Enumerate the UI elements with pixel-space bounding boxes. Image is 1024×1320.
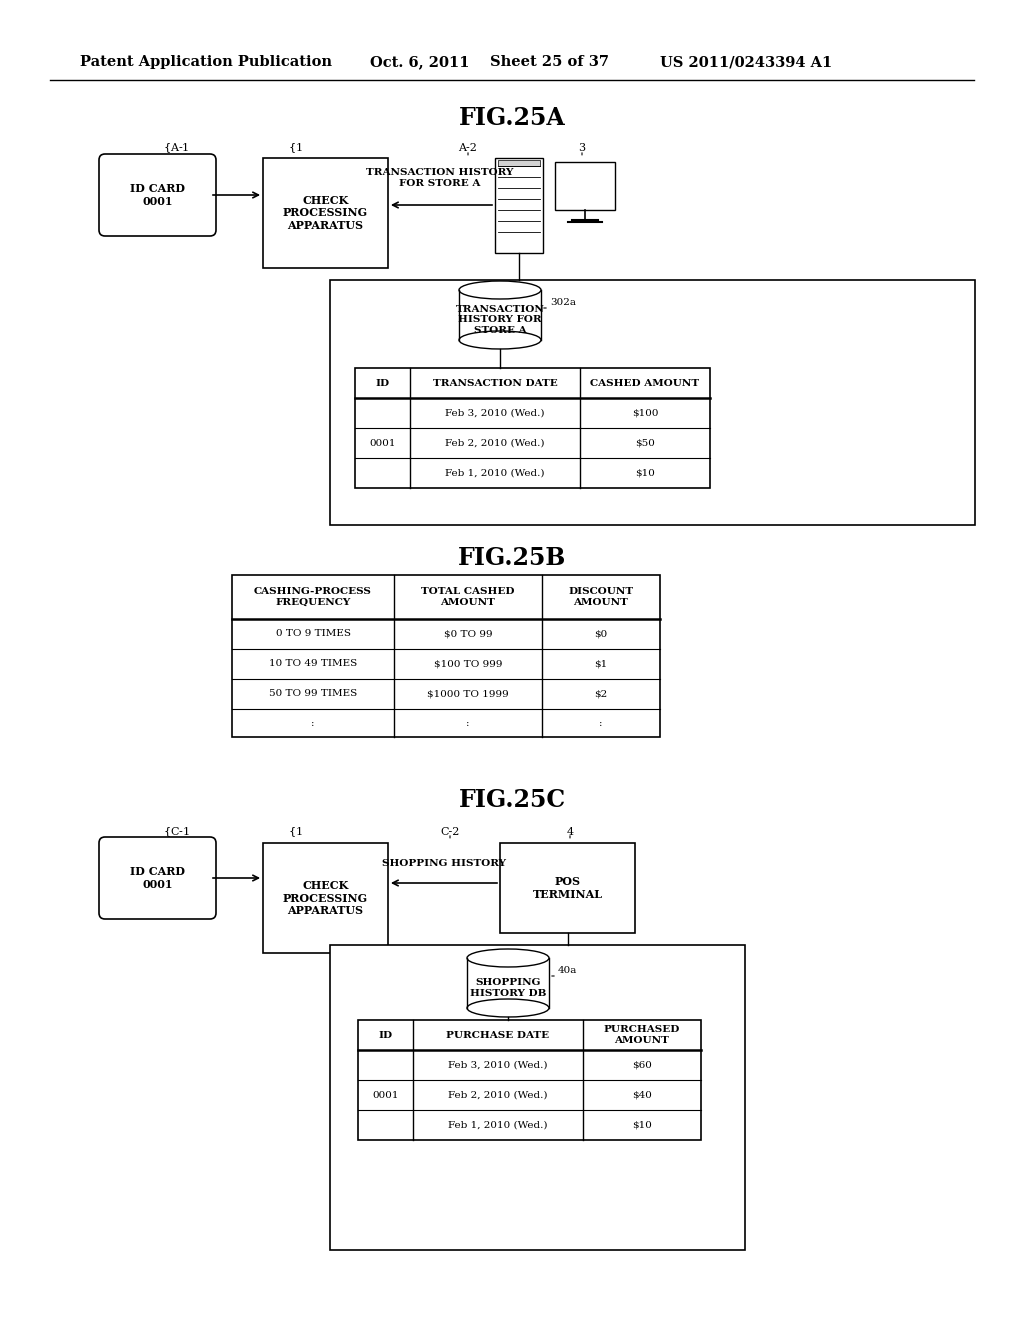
Ellipse shape (459, 331, 541, 348)
Text: 0001: 0001 (370, 438, 395, 447)
Text: $1: $1 (594, 660, 607, 668)
Bar (495, 158, 543, 253)
Text: C-2: C-2 (440, 828, 460, 837)
Text: $50: $50 (635, 438, 655, 447)
Text: Feb 3, 2010 (Wed.): Feb 3, 2010 (Wed.) (445, 408, 545, 417)
Text: :: : (311, 718, 314, 727)
Text: $10: $10 (632, 1121, 652, 1130)
Text: :: : (599, 718, 603, 727)
Text: $\{$C-1: $\{$C-1 (163, 825, 189, 840)
Text: ID CARD
0001: ID CARD 0001 (130, 866, 185, 890)
Text: 50 TO 99 TIMES: 50 TO 99 TIMES (269, 689, 357, 698)
Ellipse shape (459, 281, 541, 300)
Text: CASHING-PROCESS
FREQUENCY: CASHING-PROCESS FREQUENCY (254, 587, 372, 607)
Text: PURCHASE DATE: PURCHASE DATE (446, 1031, 550, 1040)
Text: 0 TO 9 TIMES: 0 TO 9 TIMES (275, 630, 350, 639)
Text: FIG.25B: FIG.25B (458, 546, 566, 570)
Text: :: : (466, 718, 470, 727)
Text: US 2011/0243394 A1: US 2011/0243394 A1 (660, 55, 833, 69)
Text: 10 TO 49 TIMES: 10 TO 49 TIMES (269, 660, 357, 668)
Bar (330, 945, 745, 1250)
Text: FIG.25A: FIG.25A (459, 106, 565, 129)
Text: DISCOUNT
AMOUNT: DISCOUNT AMOUNT (568, 587, 634, 607)
FancyBboxPatch shape (99, 154, 216, 236)
Bar (498, 160, 540, 166)
Text: Sheet 25 of 37: Sheet 25 of 37 (490, 55, 609, 69)
Text: ID CARD
0001: ID CARD 0001 (130, 183, 185, 207)
Bar (355, 368, 710, 488)
Text: POS
TERMINAL: POS TERMINAL (532, 876, 602, 900)
Text: CHECK
PROCESSING
APPARATUS: CHECK PROCESSING APPARATUS (283, 195, 368, 231)
Text: 3: 3 (579, 143, 586, 153)
Bar (263, 843, 388, 953)
Text: $\{$1: $\{$1 (288, 825, 303, 840)
Text: $100: $100 (632, 408, 658, 417)
Bar (358, 1020, 701, 1140)
Text: $1000 TO 1999: $1000 TO 1999 (427, 689, 509, 698)
Text: Feb 1, 2010 (Wed.): Feb 1, 2010 (Wed.) (449, 1121, 548, 1130)
Bar (232, 576, 660, 737)
Text: $\{$1: $\{$1 (288, 141, 303, 154)
Text: 40a: 40a (558, 966, 578, 975)
Text: $0 TO 99: $0 TO 99 (443, 630, 493, 639)
FancyBboxPatch shape (99, 837, 216, 919)
Text: PURCHASED
AMOUNT: PURCHASED AMOUNT (604, 1026, 680, 1044)
Text: 0001: 0001 (373, 1090, 398, 1100)
Text: ID: ID (376, 379, 389, 388)
Text: $40: $40 (632, 1090, 652, 1100)
Bar (263, 158, 388, 268)
Text: CHECK
PROCESSING
APPARATUS: CHECK PROCESSING APPARATUS (283, 879, 368, 916)
Text: SHOPPING
HISTORY DB: SHOPPING HISTORY DB (470, 978, 546, 998)
Text: 302a: 302a (550, 298, 575, 308)
Bar (500, 843, 635, 933)
Text: Feb 3, 2010 (Wed.): Feb 3, 2010 (Wed.) (449, 1060, 548, 1069)
Text: A-2: A-2 (459, 143, 477, 153)
Ellipse shape (467, 999, 549, 1016)
Text: Feb 2, 2010 (Wed.): Feb 2, 2010 (Wed.) (445, 438, 545, 447)
Text: TRANSACTION
HISTORY FOR
STORE A: TRANSACTION HISTORY FOR STORE A (456, 305, 545, 335)
Text: $0: $0 (594, 630, 607, 639)
Text: TRANSACTION DATE: TRANSACTION DATE (432, 379, 557, 388)
Text: TRANSACTION HISTORY
FOR STORE A: TRANSACTION HISTORY FOR STORE A (367, 168, 514, 187)
Text: $60: $60 (632, 1060, 652, 1069)
Text: $\{$A-1: $\{$A-1 (163, 141, 189, 154)
Text: Patent Application Publication: Patent Application Publication (80, 55, 332, 69)
Text: $2: $2 (594, 689, 607, 698)
Text: ID: ID (379, 1031, 392, 1040)
Text: SHOPPING HISTORY: SHOPPING HISTORY (382, 858, 506, 867)
Text: $100 TO 999: $100 TO 999 (434, 660, 502, 668)
Bar (555, 162, 615, 210)
Ellipse shape (467, 949, 549, 968)
Bar (330, 280, 975, 525)
Text: CASHED AMOUNT: CASHED AMOUNT (591, 379, 699, 388)
Text: TOTAL CASHED
AMOUNT: TOTAL CASHED AMOUNT (421, 587, 515, 607)
Text: $10: $10 (635, 469, 655, 478)
Text: 4: 4 (566, 828, 573, 837)
Text: FIG.25C: FIG.25C (459, 788, 565, 812)
Text: Oct. 6, 2011: Oct. 6, 2011 (370, 55, 469, 69)
Text: Feb 2, 2010 (Wed.): Feb 2, 2010 (Wed.) (449, 1090, 548, 1100)
Text: Feb 1, 2010 (Wed.): Feb 1, 2010 (Wed.) (445, 469, 545, 478)
